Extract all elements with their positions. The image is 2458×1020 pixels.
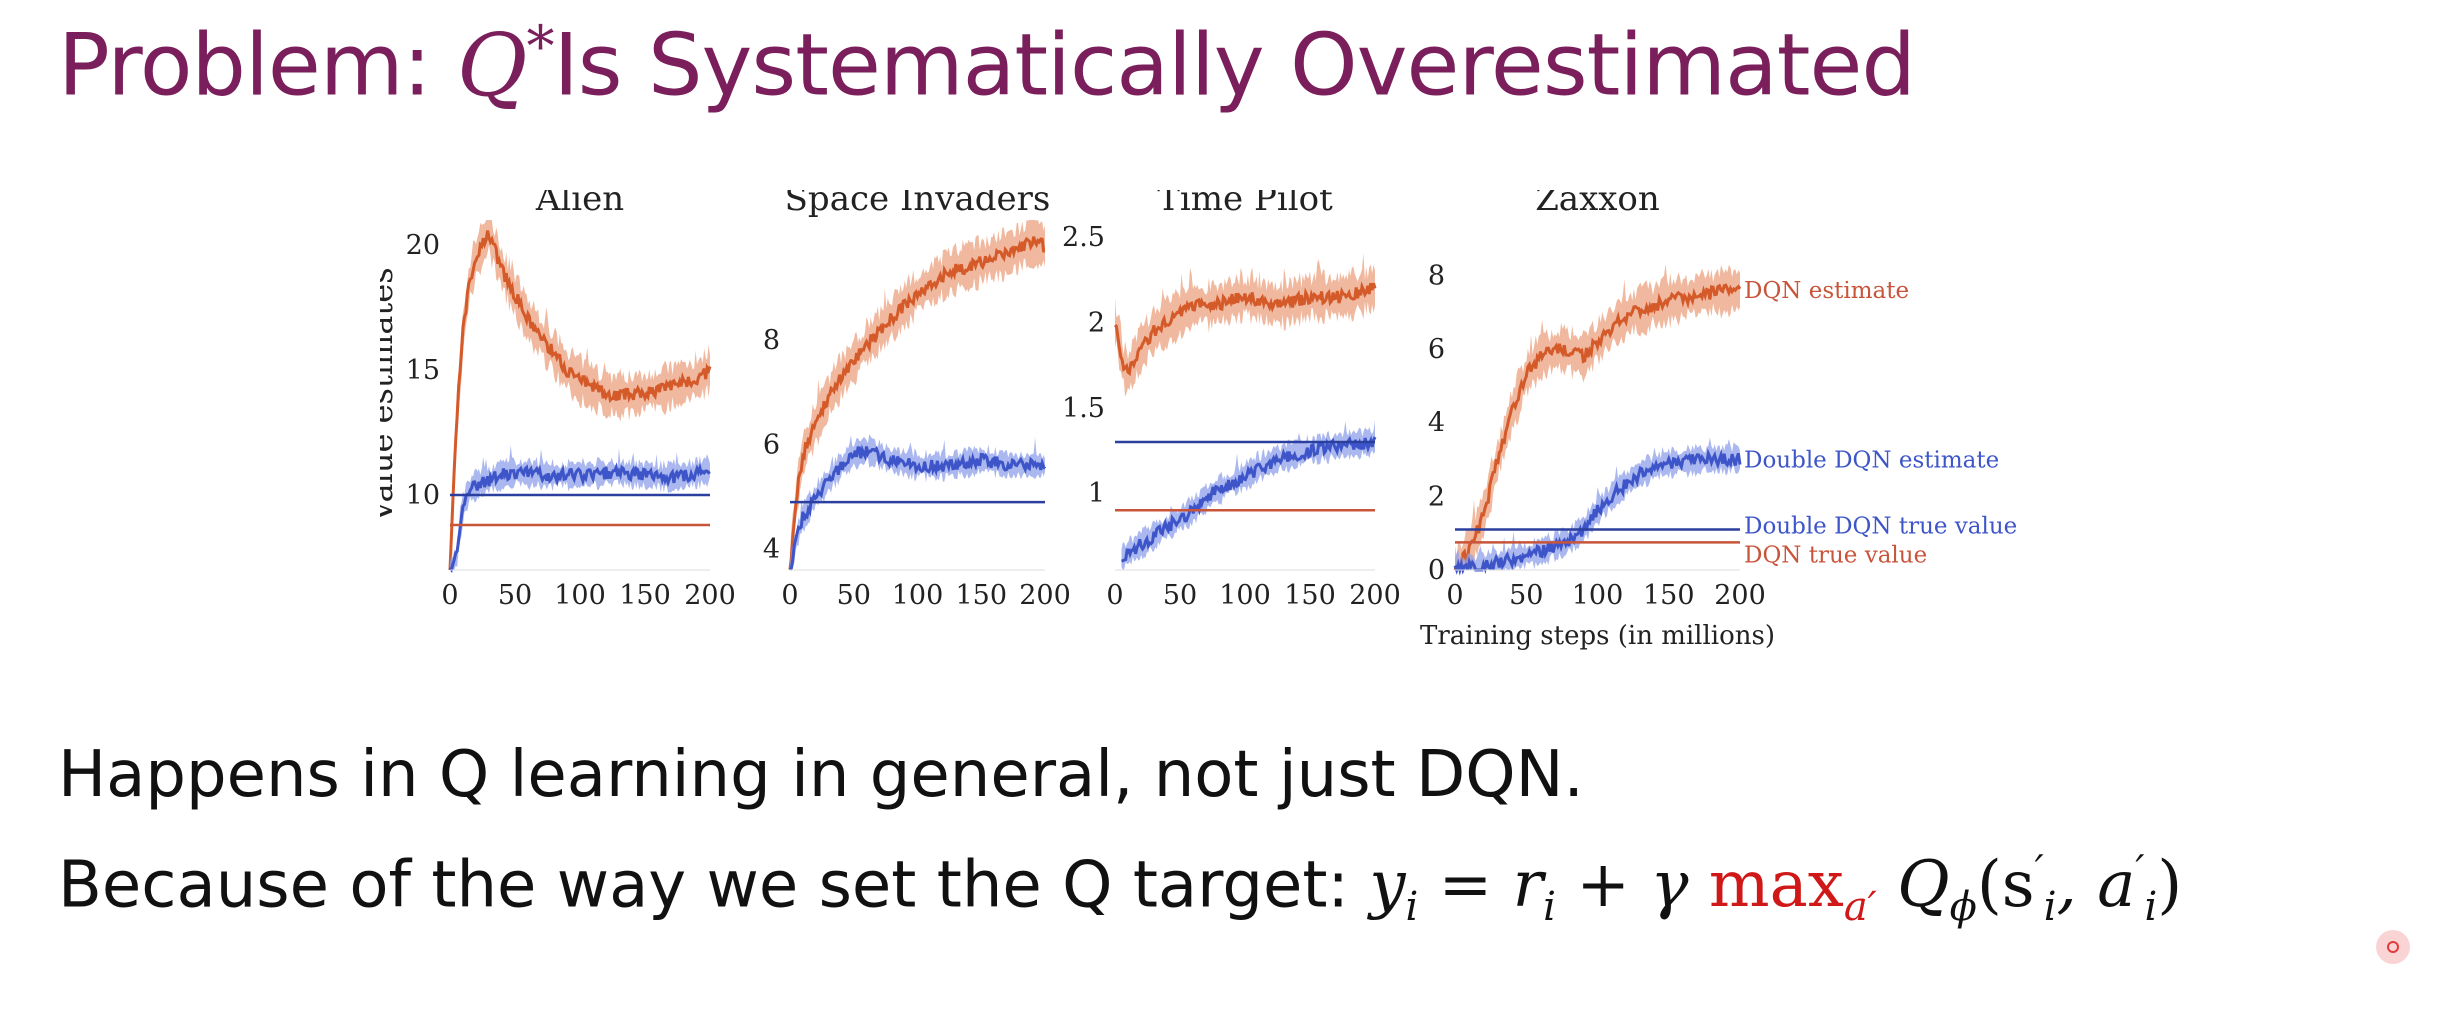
title-prefix: Problem:	[58, 15, 457, 116]
title-q: Q	[456, 15, 528, 116]
series-line	[1120, 435, 1377, 563]
x-tick-label: 50	[1509, 580, 1543, 611]
title-star: *	[526, 14, 554, 79]
x-tick-label: 50	[837, 580, 871, 611]
chart-panel-3	[1453, 263, 1742, 576]
q-target-formula: yi = ri + γ maxa′ Qϕ(s′i, a′i)	[1369, 848, 2183, 931]
series-band	[1115, 252, 1375, 397]
series-annotation: Double DQN estimate	[1744, 447, 1999, 473]
series-band	[1121, 420, 1375, 570]
x-tick-label: 0	[1106, 580, 1123, 611]
series-line	[448, 462, 711, 574]
y-tick-label: 2	[1428, 481, 1445, 512]
series-line	[1453, 448, 1742, 576]
y-tick-label: 0	[1428, 555, 1445, 586]
y-tick-label: 8	[1428, 260, 1445, 291]
title-q-star: Q*	[456, 14, 555, 116]
y-tick-label: 2.5	[1062, 222, 1105, 253]
chart-title: Time Pilot	[1157, 190, 1333, 219]
series-band	[1455, 437, 1740, 570]
max-operator: maxa′	[1708, 848, 1877, 931]
x-tick-label: 100	[554, 580, 606, 611]
y-tick-label: 15	[406, 355, 440, 386]
y-tick-label: 4	[1428, 408, 1445, 439]
y-tick-label: 8	[763, 325, 780, 356]
line2-text: Because of the way we set the Q target:	[58, 848, 1370, 923]
chart-panel-0	[448, 220, 712, 574]
y-tick-label: 10	[406, 480, 440, 511]
x-tick-label: 100	[1219, 580, 1271, 611]
x-tick-label: 200	[1349, 580, 1401, 611]
series-line	[788, 236, 1046, 570]
series-band	[790, 220, 1045, 570]
x-tick-label: 150	[1643, 580, 1695, 611]
series-line	[1113, 281, 1377, 377]
body-line-1: Happens in Q learning in general, not ju…	[58, 738, 1584, 812]
x-tick-label: 200	[684, 580, 736, 611]
x-tick-label: 50	[498, 580, 532, 611]
chart-title: Alien	[535, 190, 624, 219]
y-tick-label: 6	[1428, 334, 1445, 365]
x-tick-label: 100	[892, 580, 944, 611]
x-tick-label: 200	[1714, 580, 1766, 611]
chart-title: Space Invaders	[785, 190, 1051, 219]
series-band	[450, 220, 710, 570]
body-line-2: Because of the way we set the Q target: …	[58, 848, 2182, 930]
x-tick-label: 150	[955, 580, 1007, 611]
series-annotation: DQN estimate	[1744, 278, 1909, 304]
slide-title: Problem: Q*Is Systematically Overestimat…	[58, 14, 1916, 116]
x-tick-label: 0	[781, 580, 798, 611]
series-annotation: DQN true value	[1744, 542, 1927, 568]
chart-panel-2	[1113, 252, 1377, 571]
y-tick-label: 4	[763, 534, 780, 565]
series-line	[1453, 283, 1742, 571]
series-annotation: Double DQN true value	[1744, 513, 2017, 539]
y-tick-label: 2	[1088, 307, 1105, 338]
x-tick-label: 150	[1284, 580, 1336, 611]
y-axis-label: Value estimates	[380, 267, 400, 523]
x-tick-label: 100	[1572, 580, 1624, 611]
series-line	[448, 230, 712, 571]
x-tick-label: 200	[1019, 580, 1071, 611]
x-tick-label: 0	[441, 580, 458, 611]
x-tick-label: 0	[1446, 580, 1463, 611]
y-tick-label: 6	[763, 430, 780, 461]
series-band	[450, 445, 710, 570]
x-tick-label: 50	[1163, 580, 1197, 611]
chart-title: Zaxxon	[1535, 190, 1660, 219]
y-tick-label: 1	[1088, 478, 1105, 509]
pointer-cursor-icon	[2376, 930, 2410, 964]
series-line	[788, 444, 1047, 571]
x-tick-label: 150	[619, 580, 671, 611]
y-tick-label: 20	[406, 230, 440, 261]
series-band	[1455, 263, 1740, 570]
chart-panel-1	[788, 220, 1047, 571]
x-axis-label: Training steps (in millions)	[1420, 621, 1775, 651]
title-suffix: Is Systematically Overestimated	[553, 15, 1916, 116]
series-band	[790, 434, 1045, 570]
y-tick-label: 1.5	[1062, 393, 1105, 424]
